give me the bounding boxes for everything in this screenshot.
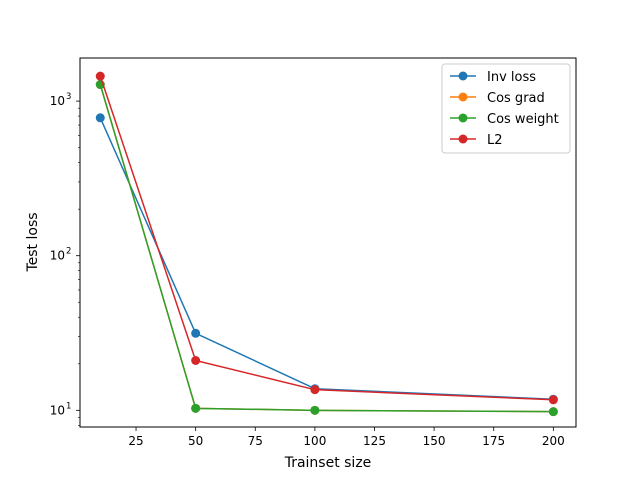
series-line bbox=[99, 75, 554, 401]
data-point bbox=[95, 113, 105, 123]
x-tick-label: 150 bbox=[423, 434, 446, 448]
plot-area bbox=[95, 71, 558, 417]
x-tick-label: 200 bbox=[542, 434, 565, 448]
data-point bbox=[310, 385, 320, 395]
data-point bbox=[191, 328, 201, 338]
y-axis-label: Test loss bbox=[25, 212, 41, 272]
y-tick-exponent: 1 bbox=[66, 401, 71, 411]
data-point bbox=[548, 407, 558, 417]
data-point bbox=[191, 355, 201, 365]
x-tick-label: 100 bbox=[303, 434, 326, 448]
legend: Inv loss Cos grad Cos weight L2 bbox=[441, 63, 571, 154]
x-tick-label: 75 bbox=[248, 434, 263, 448]
x-axis-ticks: 25 50 75 100 125 150 175 200 bbox=[128, 427, 565, 448]
y-tick-exponent: 3 bbox=[66, 92, 71, 102]
x-tick-label: 25 bbox=[128, 434, 143, 448]
y-tick-label: 10 bbox=[50, 94, 65, 108]
x-axis-label: Trainset size bbox=[284, 455, 372, 471]
legend-label: Inv loss bbox=[487, 70, 536, 85]
legend-label: Cos grad bbox=[487, 91, 545, 106]
legend-marker bbox=[458, 92, 468, 102]
series-line bbox=[99, 84, 554, 413]
x-tick-label: 175 bbox=[482, 434, 505, 448]
data-point bbox=[95, 71, 105, 81]
legend-marker bbox=[458, 113, 468, 123]
x-tick-label: 125 bbox=[363, 434, 386, 448]
data-point bbox=[310, 405, 320, 415]
data-point bbox=[548, 395, 558, 405]
legend-label: L2 bbox=[487, 133, 503, 148]
y-tick-exponent: 2 bbox=[66, 247, 71, 257]
axes-frame bbox=[79, 57, 577, 428]
legend-box bbox=[441, 63, 571, 154]
data-point bbox=[191, 403, 201, 413]
y-tick-label: 10 bbox=[50, 249, 65, 263]
legend-marker bbox=[458, 134, 468, 144]
legend-label: Cos weight bbox=[487, 112, 559, 127]
y-tick-label: 10 bbox=[50, 403, 65, 417]
series-line bbox=[99, 117, 554, 400]
x-tick-label: 50 bbox=[188, 434, 203, 448]
legend-marker bbox=[458, 71, 468, 81]
